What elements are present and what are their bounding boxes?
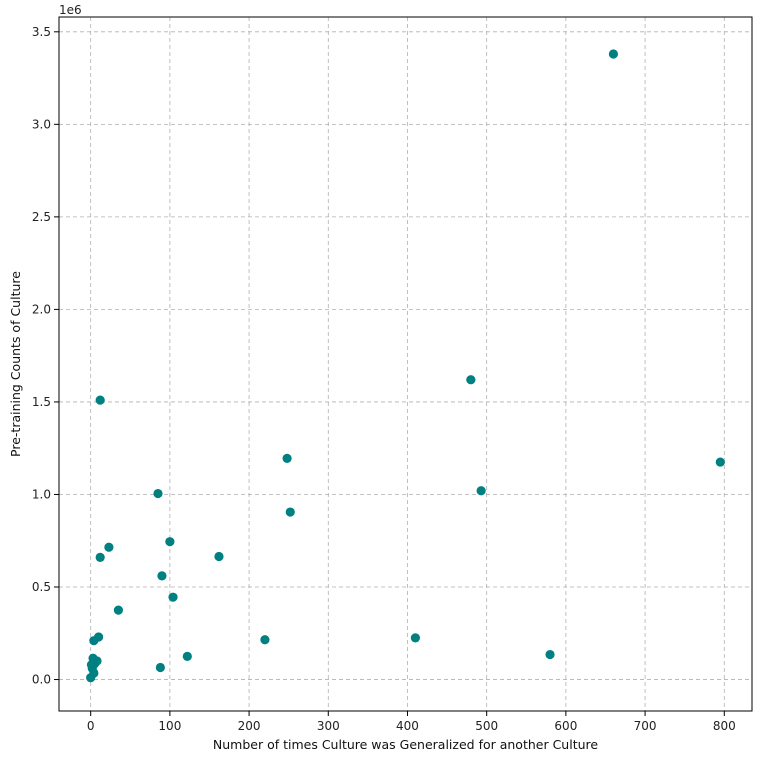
x-tick-label: 300 <box>317 719 340 733</box>
x-tick-label: 600 <box>554 719 577 733</box>
y-tick-label: 0.0 <box>32 673 51 687</box>
x-tick-label: 0 <box>87 719 95 733</box>
data-points <box>86 49 725 683</box>
scatter-point <box>89 636 99 646</box>
scatter-point <box>715 457 725 467</box>
y-tick-label: 3.0 <box>32 117 51 131</box>
scatter-point <box>86 673 96 683</box>
scatter-point <box>260 635 270 645</box>
scatter-point <box>153 488 163 499</box>
x-tick-label: 800 <box>713 719 736 733</box>
y-tick-label: 2.0 <box>32 302 51 316</box>
x-tick-label: 700 <box>634 719 657 733</box>
y-axis-offset-text: 1e6 <box>59 3 82 17</box>
scatter-point <box>104 542 114 552</box>
scatter-point <box>86 660 97 670</box>
x-tick-label: 500 <box>475 719 498 733</box>
y-tick-label: 1.0 <box>32 487 51 501</box>
y-axis-label: Pre-training Counts of Culture <box>8 271 23 457</box>
x-tick-label: 200 <box>238 719 261 733</box>
scatter-point <box>182 651 192 662</box>
scatter-point <box>285 507 295 517</box>
y-tick-label: 1.5 <box>32 395 51 409</box>
x-axis-ticks: 0 100 200 300 400 500 600 700 800 <box>87 711 736 733</box>
x-axis-label: Number of times Culture was Generalized … <box>213 737 599 752</box>
scatter-point <box>168 592 178 602</box>
y-tick-label: 0.5 <box>32 580 51 594</box>
scatter-point <box>95 552 105 562</box>
grid-lines <box>59 17 752 711</box>
y-tick-label: 3.5 <box>32 25 51 39</box>
scatter-point <box>410 633 420 643</box>
scatter-point <box>95 395 105 405</box>
plot-area-frame <box>58 16 753 712</box>
scatter-point <box>214 551 224 562</box>
scatter-point <box>155 662 165 673</box>
scatter-point <box>157 571 167 581</box>
x-tick-label: 100 <box>158 719 181 733</box>
scatter-point <box>476 486 486 496</box>
scatter-point <box>165 537 175 547</box>
scatter-point <box>466 375 476 385</box>
y-tick-label: 2.5 <box>32 210 51 224</box>
x-tick-label: 400 <box>396 719 419 733</box>
scatter-point <box>282 453 292 463</box>
scatter-point <box>113 605 123 615</box>
scatter-point <box>545 649 555 660</box>
y-axis-ticks: 0.0 0.5 1.0 1.5 2.0 2.5 3.0 3.5 <box>32 25 59 687</box>
scatter-point <box>608 49 619 59</box>
